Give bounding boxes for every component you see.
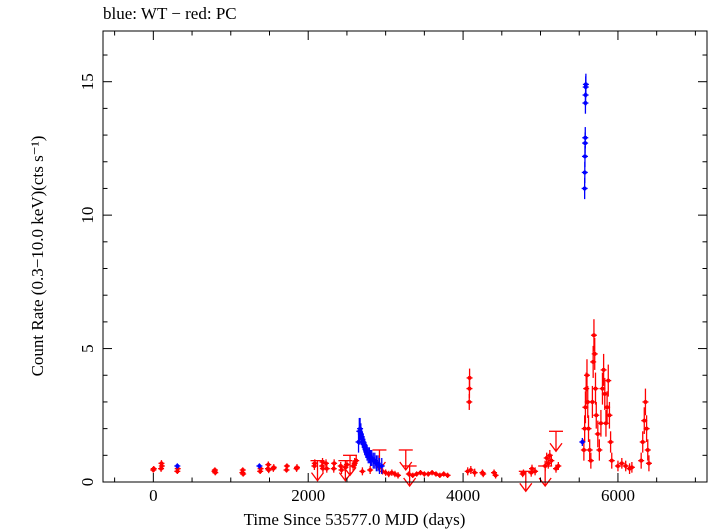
data-point <box>466 368 473 388</box>
x-tick-label: 6000 <box>601 486 635 505</box>
data-point <box>589 385 596 418</box>
data-point <box>597 409 604 437</box>
data-point <box>642 388 649 416</box>
data-point <box>639 431 646 453</box>
data-point <box>212 469 219 476</box>
data-point <box>590 319 597 352</box>
upper-limit-arrow <box>402 465 417 488</box>
data-point <box>594 420 601 448</box>
data-point <box>638 452 645 469</box>
data-point <box>323 464 330 473</box>
data-point <box>240 471 247 477</box>
data-point <box>409 472 416 478</box>
data-point <box>643 415 650 442</box>
data-point <box>645 455 652 472</box>
data-point <box>605 364 612 397</box>
data-point <box>618 457 625 469</box>
data-point <box>378 457 385 474</box>
upper-limit-arrow <box>549 430 563 453</box>
data-point <box>367 465 374 474</box>
data-point <box>492 472 499 479</box>
data-point <box>586 439 593 461</box>
upper-limit-arrow <box>518 470 533 493</box>
y-axis-label: Count Rate (0.3−10.0 keV)(cts s⁻¹) <box>28 135 47 377</box>
data-point <box>622 460 629 472</box>
data-point <box>338 465 345 474</box>
series-pc <box>150 319 652 493</box>
data-point <box>359 467 366 476</box>
data-point <box>608 452 615 469</box>
x-tick-label: 0 <box>149 486 158 505</box>
data-point <box>628 461 635 473</box>
data-point <box>585 415 592 442</box>
x-tick-label: 4000 <box>446 486 480 505</box>
data-point <box>150 465 157 472</box>
data-point <box>614 460 621 472</box>
data-point <box>555 461 562 470</box>
data-point <box>583 359 590 392</box>
data-point <box>283 467 290 473</box>
data-point <box>600 353 607 386</box>
data-point <box>293 464 300 471</box>
data-point <box>587 452 594 469</box>
x-axis-label: Time Since 53577.0 MJD (days) <box>243 510 466 529</box>
data-point <box>353 455 360 466</box>
data-point <box>158 462 165 470</box>
data-point <box>270 464 277 471</box>
data-point <box>593 401 600 429</box>
data-point <box>607 431 614 453</box>
data-point <box>606 401 613 429</box>
data-point <box>174 463 181 469</box>
data-point <box>444 472 451 478</box>
data-point <box>265 466 272 474</box>
plot-frame <box>102 30 708 483</box>
data-point <box>395 472 402 479</box>
data-point <box>480 470 487 478</box>
y-tick-label: 5 <box>78 344 97 353</box>
data-point <box>548 455 555 466</box>
data-point <box>596 439 603 461</box>
data-point <box>601 377 608 410</box>
data-point <box>323 459 330 468</box>
data-point <box>283 463 290 469</box>
data-point <box>582 73 589 96</box>
data-point <box>591 337 598 370</box>
data-point <box>331 459 338 468</box>
upper-limit-arrow <box>538 465 553 488</box>
data-point <box>579 437 586 446</box>
data-point <box>592 372 599 405</box>
upper-limit-arrow <box>398 449 413 472</box>
upper-limit-arrow <box>343 454 358 477</box>
x-tick-label: 2000 <box>291 486 325 505</box>
data-point <box>467 465 474 474</box>
chart-title: blue: WT − red: PC <box>103 4 237 23</box>
data-point <box>256 463 263 469</box>
y-tick-label: 10 <box>78 207 97 224</box>
data-point <box>471 468 478 477</box>
upper-limit-arrow <box>310 460 325 482</box>
data-point <box>582 127 589 149</box>
y-tick-label: 15 <box>78 73 97 90</box>
y-tick-label: 0 <box>78 478 97 487</box>
data-point <box>545 457 552 469</box>
data-point <box>644 439 651 461</box>
series-wt <box>174 73 589 474</box>
data-point <box>532 467 539 476</box>
axis-layer: 0 2000 4000 6000 0 5 10 15 <box>78 31 707 505</box>
data-layer <box>150 73 652 493</box>
